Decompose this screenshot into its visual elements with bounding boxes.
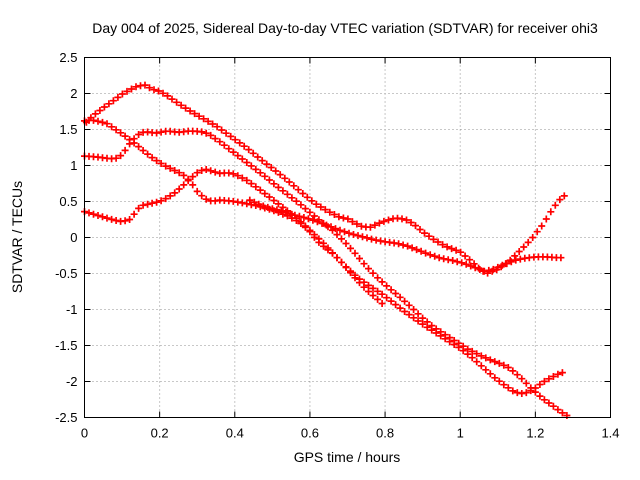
x-axis-label: GPS time / hours [294,449,401,465]
axis-ticks [84,57,611,418]
x-tick-label: 1 [457,426,464,441]
y-tick-label: 2.5 [59,50,77,65]
x-tick-label: 0.8 [376,426,394,441]
x-tick-label: 0.4 [226,426,244,441]
y-tick-label: 1.5 [59,122,77,137]
x-tick-label: 1.4 [601,426,619,441]
x-tick-label: 0.2 [151,426,169,441]
y-tick-label: -2.5 [55,410,77,425]
y-axis-label: SDTVAR / TECUs [9,181,25,293]
y-tick-label: 1 [70,158,77,173]
y-tick-label: 2 [70,86,77,101]
y-tick-label: -2 [66,374,78,389]
chart-title: Day 004 of 2025, Sidereal Day-to-day VTE… [92,20,598,36]
y-tick-label: -1 [66,302,78,317]
y-tick-label: 0.5 [59,194,77,209]
y-tick-label: 0 [70,230,77,245]
x-tick-label: 0.6 [301,426,319,441]
data-series [81,81,571,419]
y-tick-label: -0.5 [55,266,77,281]
x-tick-label: 0 [81,426,88,441]
x-tick-label: 1.2 [526,426,544,441]
axis-tick-labels: 0 0.2 0.4 0.6 0.8 1 1.2 1.4 -2.5 -2 -1.5 -1 -0.5 0 0.5… [55,50,619,441]
series-track-5-flat-near-zero [246,196,565,275]
series-track-1-peak-then-dip-rise [82,81,568,277]
y-tick-label: -1.5 [55,338,77,353]
